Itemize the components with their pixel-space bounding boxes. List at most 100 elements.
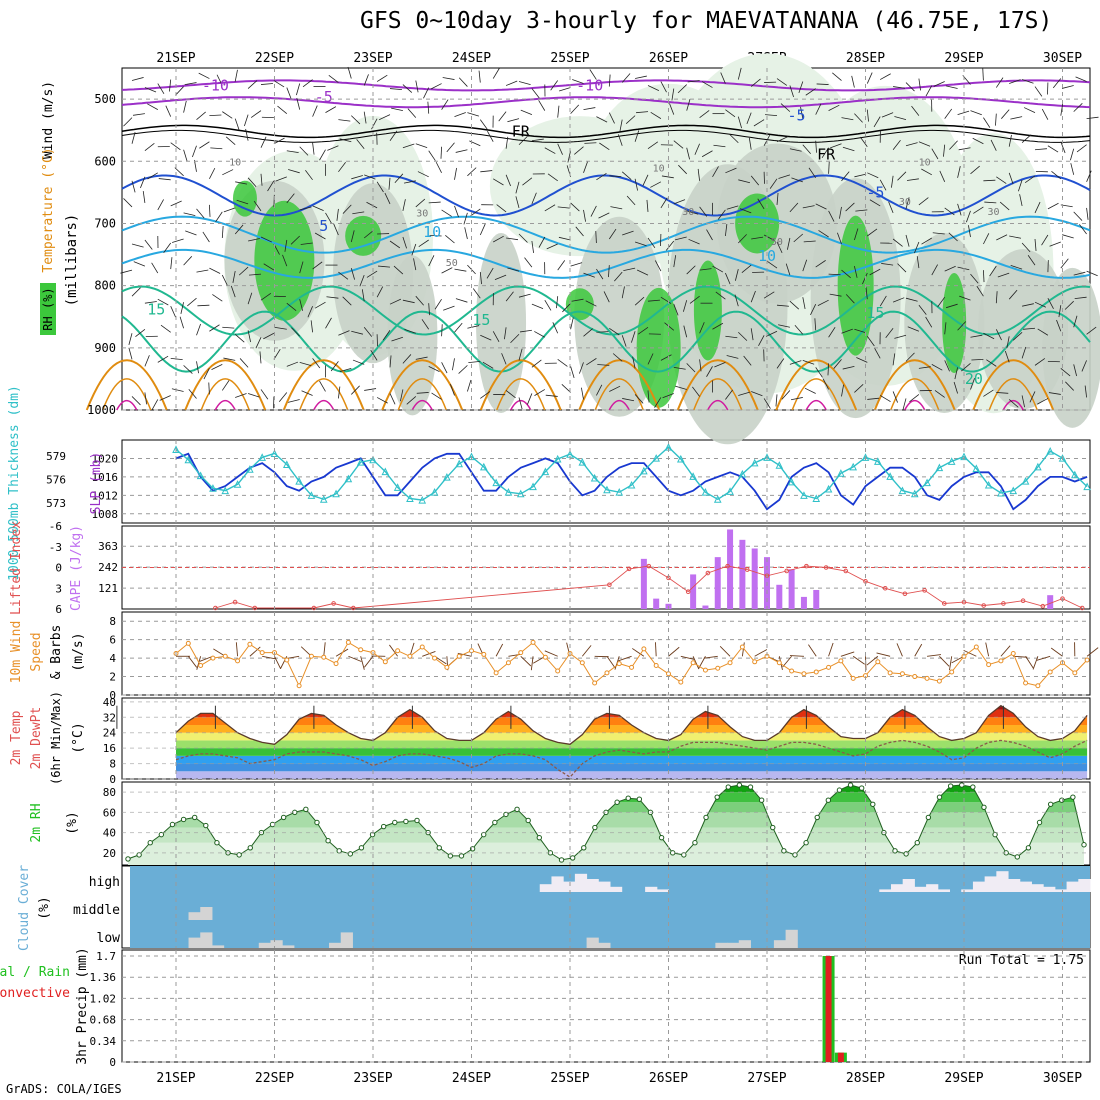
wind-axis-label-2: Speed xyxy=(29,632,44,671)
wind-barb xyxy=(932,232,945,235)
thickness-point xyxy=(381,467,390,476)
wind-barb xyxy=(299,206,312,211)
li-point xyxy=(745,567,750,572)
wind-barb xyxy=(918,78,921,91)
wind-barb xyxy=(1076,144,1087,153)
wind-barb xyxy=(415,80,419,93)
pressure-tick-label: 500 xyxy=(94,92,116,106)
wind-barb xyxy=(694,143,700,155)
thickness-point xyxy=(947,457,956,465)
cape-bar xyxy=(751,548,758,609)
wind-barb xyxy=(743,355,752,366)
wind-barb xyxy=(384,192,391,205)
wind-barb xyxy=(572,79,584,84)
wind-barb xyxy=(897,263,907,273)
wind-barb xyxy=(699,110,710,118)
wind-barb xyxy=(1034,86,1043,97)
temp-tick-label: 16 xyxy=(103,742,116,755)
wind-barb xyxy=(791,177,803,183)
wind-speed-point xyxy=(986,662,992,668)
wind-barb xyxy=(880,73,891,80)
cape-axis-label: CAPE (J/kg) xyxy=(69,525,84,611)
isotherm-label: 15 xyxy=(472,311,490,329)
wind-barb xyxy=(750,328,754,341)
wind-barb xyxy=(351,175,363,180)
wind-barb xyxy=(866,336,875,347)
isotherm-arch-magenta xyxy=(313,399,335,411)
wind-barb xyxy=(342,296,352,306)
rh-point xyxy=(581,845,587,851)
wind-barb xyxy=(660,197,668,209)
cloud-units-label: (%) xyxy=(37,896,52,919)
wind-barb xyxy=(286,87,292,99)
wind-barb xyxy=(504,327,507,340)
wind-barb xyxy=(1021,134,1032,144)
wind-barb xyxy=(905,297,918,302)
wind-barb xyxy=(561,383,571,393)
wind-barb xyxy=(199,141,210,149)
pressure-tick-label: 600 xyxy=(94,154,116,168)
wind-barb xyxy=(751,391,763,397)
wind-barb xyxy=(364,174,376,180)
li-point xyxy=(942,601,947,606)
wind-barb xyxy=(970,334,983,338)
wind-barb xyxy=(596,384,603,396)
wind-barb xyxy=(894,334,907,339)
surface-wind-barb xyxy=(692,656,700,670)
wind-barb xyxy=(907,326,920,332)
wind-barb xyxy=(1009,235,1022,239)
wind-barb xyxy=(673,304,679,316)
wind-barb xyxy=(131,243,144,248)
wind-barb xyxy=(581,387,584,400)
wind-barb xyxy=(828,210,835,222)
wind-barb xyxy=(862,272,868,285)
wind-barb xyxy=(415,143,428,149)
wind-barb xyxy=(247,177,257,188)
wind-barb xyxy=(751,236,764,240)
li-point xyxy=(882,585,888,591)
wind-barb xyxy=(183,149,188,162)
wind-barb xyxy=(208,382,210,395)
wind-barb xyxy=(463,212,468,225)
li-point xyxy=(331,601,336,606)
cloud-high-bar xyxy=(914,886,927,892)
wind-barb xyxy=(921,237,933,245)
temp-axis-label-4: (°C) xyxy=(71,722,86,753)
wind-barb xyxy=(712,265,724,273)
wind-barb xyxy=(622,230,634,236)
wind-barb xyxy=(841,117,854,121)
wind-barb xyxy=(299,261,304,274)
wind-barb xyxy=(183,256,193,266)
top-date-label: 23SEP xyxy=(353,51,392,66)
wind-barb xyxy=(196,361,199,374)
rh-contour-label: 10 xyxy=(653,163,665,174)
cloud-low-bar xyxy=(340,932,353,948)
rh-point xyxy=(1070,794,1076,800)
thickness-point xyxy=(455,459,463,468)
wind-barb xyxy=(336,208,339,221)
wind-barb xyxy=(147,103,158,110)
wind-barb xyxy=(342,204,352,214)
bottom-date-label: 22SEP xyxy=(255,1071,294,1086)
wind-barb xyxy=(518,135,528,146)
wind-barb xyxy=(596,268,604,280)
wind-barb xyxy=(583,209,586,222)
wind-barb xyxy=(954,367,958,380)
wind-barb xyxy=(183,100,187,113)
wind-barb xyxy=(1010,265,1023,270)
wind-barb xyxy=(140,176,146,189)
wind-barb xyxy=(282,254,288,267)
rh-point xyxy=(1014,854,1021,860)
wind-barb xyxy=(596,331,609,333)
wind-barb xyxy=(931,264,938,276)
wind-barb xyxy=(905,142,918,147)
cloud-high-bar xyxy=(937,889,951,892)
cloud-high-bar xyxy=(656,889,670,892)
slp-tick-label: 1016 xyxy=(92,471,119,484)
isotherm-arch-magenta xyxy=(904,399,926,411)
wind-barb xyxy=(391,107,403,112)
wind-barb xyxy=(505,291,514,302)
wind-barb xyxy=(247,292,253,305)
thickness-point xyxy=(196,471,205,480)
wind-barb xyxy=(351,385,360,395)
